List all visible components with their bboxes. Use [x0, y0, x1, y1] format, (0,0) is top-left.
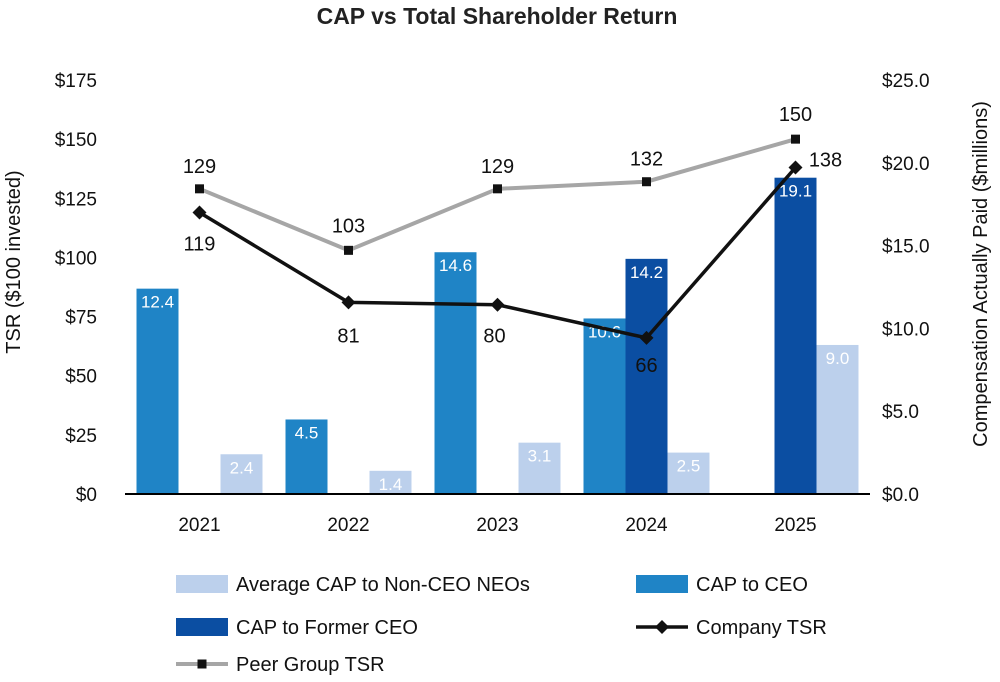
bar-value-label: 19.1 [779, 182, 812, 201]
bar-cap-to-former-ceo [774, 177, 817, 495]
bar-value-label: 12.4 [141, 293, 174, 312]
legend-item: Company TSR [636, 617, 827, 639]
bar-value-label: 3.1 [528, 447, 552, 466]
company-tsr-value-label: 81 [337, 325, 359, 347]
bar-value-label: 14.2 [630, 263, 663, 282]
bar-average-cap-to-non-ceo-neos [667, 452, 710, 494]
bar-average-cap-to-non-ceo-neos [518, 442, 561, 494]
y-left-tick-label: $150 [55, 130, 97, 151]
legend-label: Peer Group TSR [236, 654, 385, 676]
peer-tsr-value-label: 129 [183, 156, 216, 178]
company-tsr-value-label: 80 [483, 326, 505, 348]
y-left-tick-label: $175 [55, 71, 97, 92]
y-axis-left-title: TSR ($100 invested) [3, 170, 25, 353]
bar-value-label: 9.0 [826, 349, 850, 368]
y-right-tick-label: $0.0 [882, 485, 919, 506]
company-tsr-marker [788, 160, 803, 175]
legend-label: CAP to CEO [696, 574, 808, 596]
bar-value-label: 1.4 [379, 475, 403, 494]
peer-tsr-value-label: 132 [630, 149, 663, 171]
y-axis-right-title: Compensation Actually Paid ($millions) [970, 101, 992, 447]
y-right-tick-label: $20.0 [882, 154, 930, 175]
x-tick-label: 2025 [774, 515, 816, 536]
x-tick-label: 2022 [327, 515, 369, 536]
legend-item: Peer Group TSR [176, 654, 385, 676]
y-right-tick-label: $5.0 [882, 402, 919, 423]
y-left-tick-label: $100 [55, 248, 97, 269]
y-right-tick-label: $15.0 [882, 237, 930, 258]
legend-swatch [176, 618, 228, 636]
legend-swatch [176, 575, 228, 593]
bar-average-cap-to-non-ceo-neos [369, 470, 412, 494]
y-left-tick-label: $0 [76, 485, 97, 506]
y-left-tick-label: $25 [65, 426, 97, 447]
bar-value-label: 2.4 [230, 458, 254, 477]
x-tick-label: 2024 [625, 515, 668, 536]
company-tsr-value-label: 138 [809, 150, 842, 172]
legend-diamond-marker [655, 620, 669, 634]
bar-cap-to-ceo [583, 318, 626, 494]
peer-tsr-value-label: 103 [332, 215, 365, 237]
bar-value-label: 4.5 [295, 423, 319, 442]
y-left-tick-label: $125 [55, 189, 97, 210]
company-tsr-marker [341, 295, 356, 310]
peer-tsr-marker [642, 177, 651, 187]
legend-item: CAP to Former CEO [176, 617, 418, 639]
bar-cap-to-ceo [285, 419, 328, 494]
legend-item: CAP to CEO [636, 574, 808, 596]
y-right-tick-label: $25.0 [882, 71, 930, 92]
peer-tsr-marker [195, 184, 204, 194]
x-tick-label: 2021 [178, 515, 220, 536]
company-tsr-marker [639, 330, 654, 345]
bar-value-label: 2.5 [677, 457, 701, 476]
legend-label: CAP to Former CEO [236, 617, 418, 639]
peer-tsr-marker [493, 184, 502, 194]
company-tsr-marker [192, 205, 207, 220]
legend-item: Average CAP to Non-CEO NEOs [176, 574, 530, 596]
company-tsr-marker [490, 297, 505, 312]
chart-title: CAP vs Total Shareholder Return [317, 3, 678, 29]
bar-average-cap-to-non-ceo-neos [816, 344, 859, 494]
company-tsr-value-label: 119 [184, 233, 216, 255]
bar-value-label: 14.6 [439, 256, 472, 275]
legend-square-marker [197, 659, 207, 669]
bar-cap-to-ceo [136, 288, 179, 494]
peer-tsr-value-label: 129 [481, 156, 514, 178]
y-left-tick-label: $50 [65, 367, 97, 388]
legend-swatch [636, 575, 688, 593]
x-tick-label: 2023 [476, 515, 518, 536]
peer-tsr-value-label: 150 [779, 104, 812, 126]
y-right-tick-label: $10.0 [882, 319, 930, 340]
peer-tsr-marker [344, 245, 353, 255]
bar-cap-to-former-ceo [625, 258, 668, 494]
company-tsr-value-label: 66 [635, 355, 657, 377]
peer-tsr-marker [791, 134, 800, 144]
y-left-tick-label: $75 [65, 308, 97, 329]
legend-label: Company TSR [696, 617, 827, 639]
bar-average-cap-to-non-ceo-neos [220, 454, 263, 494]
legend-label: Average CAP to Non-CEO NEOs [236, 574, 530, 596]
bar-cap-to-ceo [434, 252, 477, 494]
